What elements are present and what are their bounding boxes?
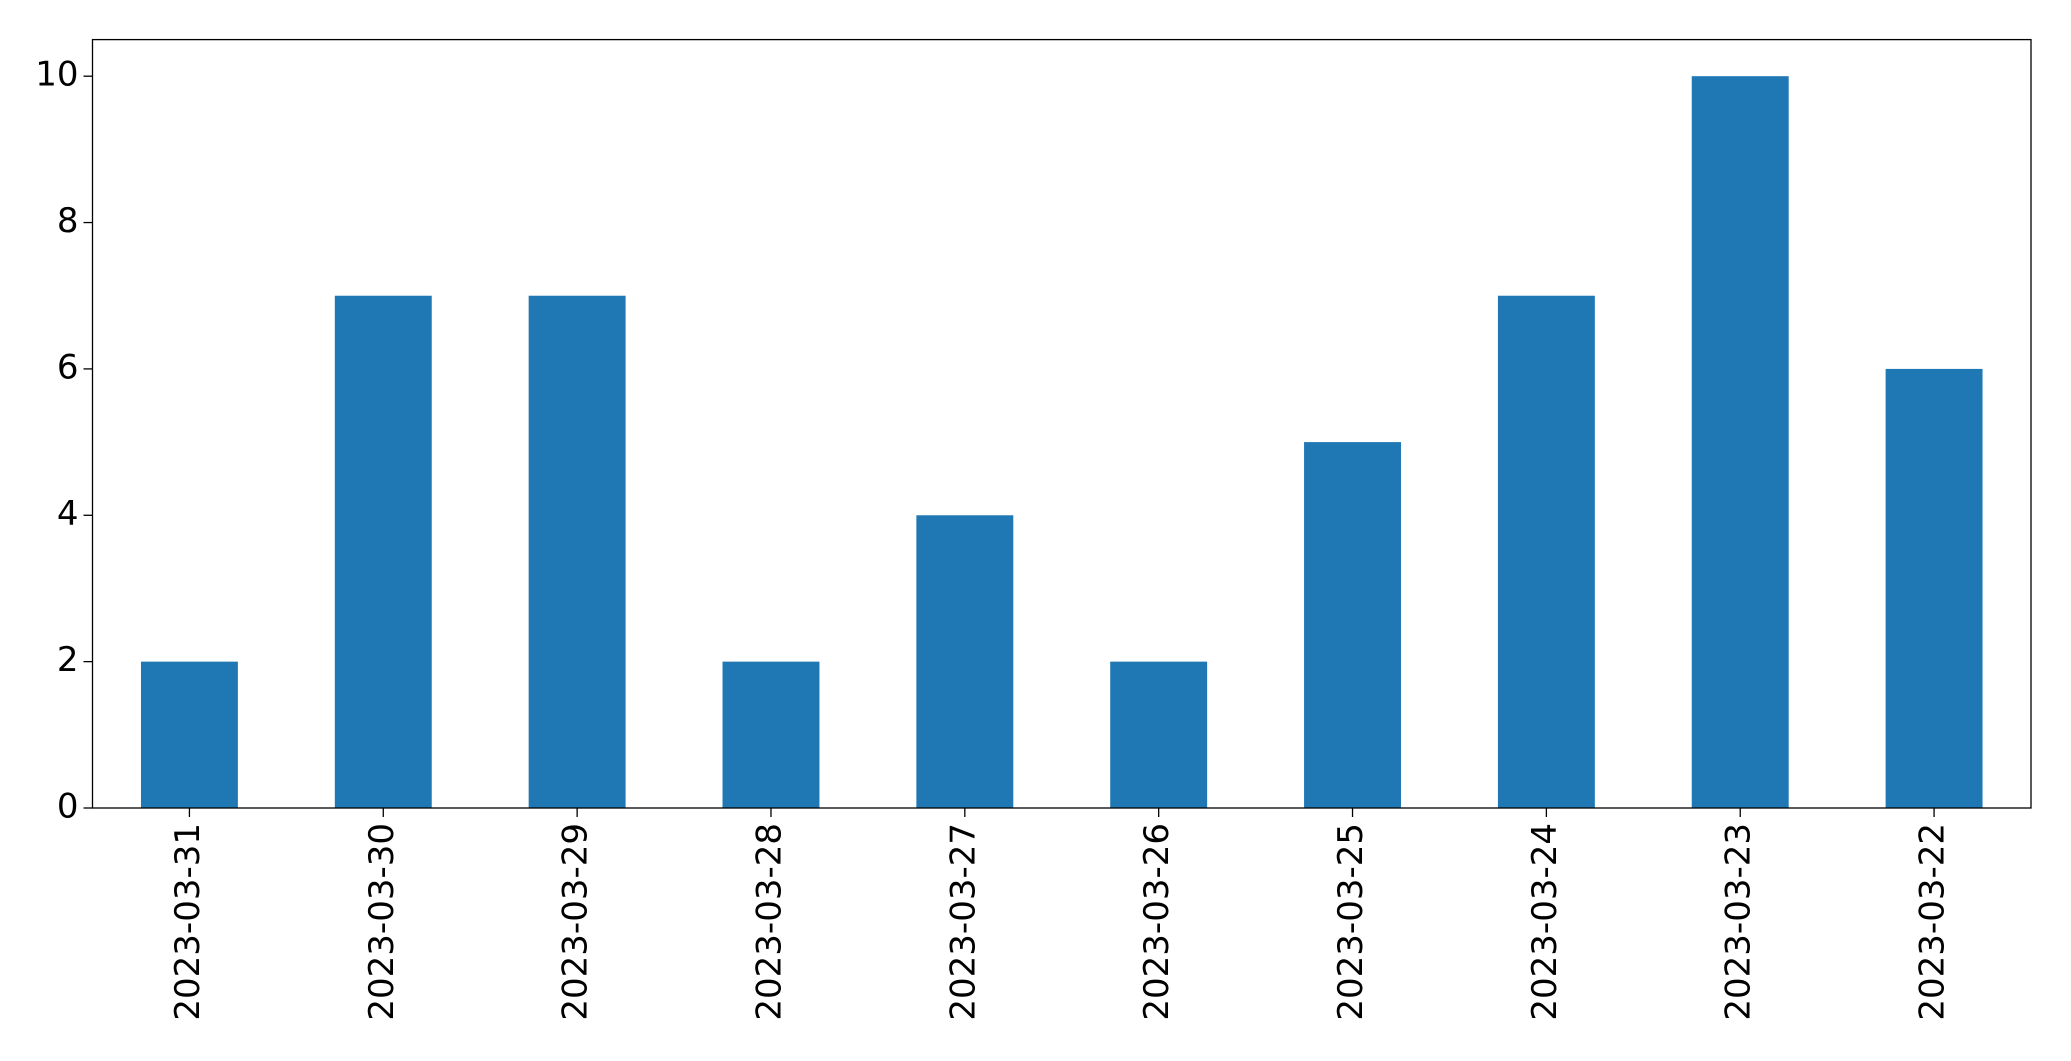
bar [1691, 76, 1789, 808]
y-tick-label: 4 [57, 494, 79, 534]
y-tick-label: 0 [57, 787, 79, 827]
plot-frame [91, 38, 2032, 809]
x-tick-label: 2023-03-28 [749, 823, 789, 1021]
bar [1110, 661, 1208, 808]
bar [1304, 442, 1401, 808]
x-tick-label: 2023-03-29 [556, 823, 596, 1021]
bar [334, 295, 432, 808]
bar [140, 661, 238, 808]
y-tick-label: 6 [57, 347, 79, 387]
bar [722, 661, 820, 808]
y-tick-label: 10 [35, 55, 78, 95]
bar [1885, 368, 1983, 808]
x-tick-label: 2023-03-25 [1331, 823, 1371, 1021]
x-tick-label: 2023-03-27 [943, 823, 983, 1021]
x-tick-label: 2023-03-22 [1913, 823, 1953, 1021]
x-tick-label: 2023-03-26 [1137, 823, 1177, 1021]
x-tick-label: 2023-03-30 [362, 823, 402, 1021]
x-tick-label: 2023-03-23 [1719, 823, 1759, 1021]
y-tick-label: 2 [57, 640, 79, 680]
x-tick-label: 2023-03-24 [1525, 823, 1565, 1021]
bar [528, 295, 626, 808]
x-tick-label: 2023-03-31 [168, 823, 208, 1021]
bar [1497, 295, 1595, 808]
y-tick-label: 8 [57, 201, 79, 241]
bar [916, 515, 1014, 808]
